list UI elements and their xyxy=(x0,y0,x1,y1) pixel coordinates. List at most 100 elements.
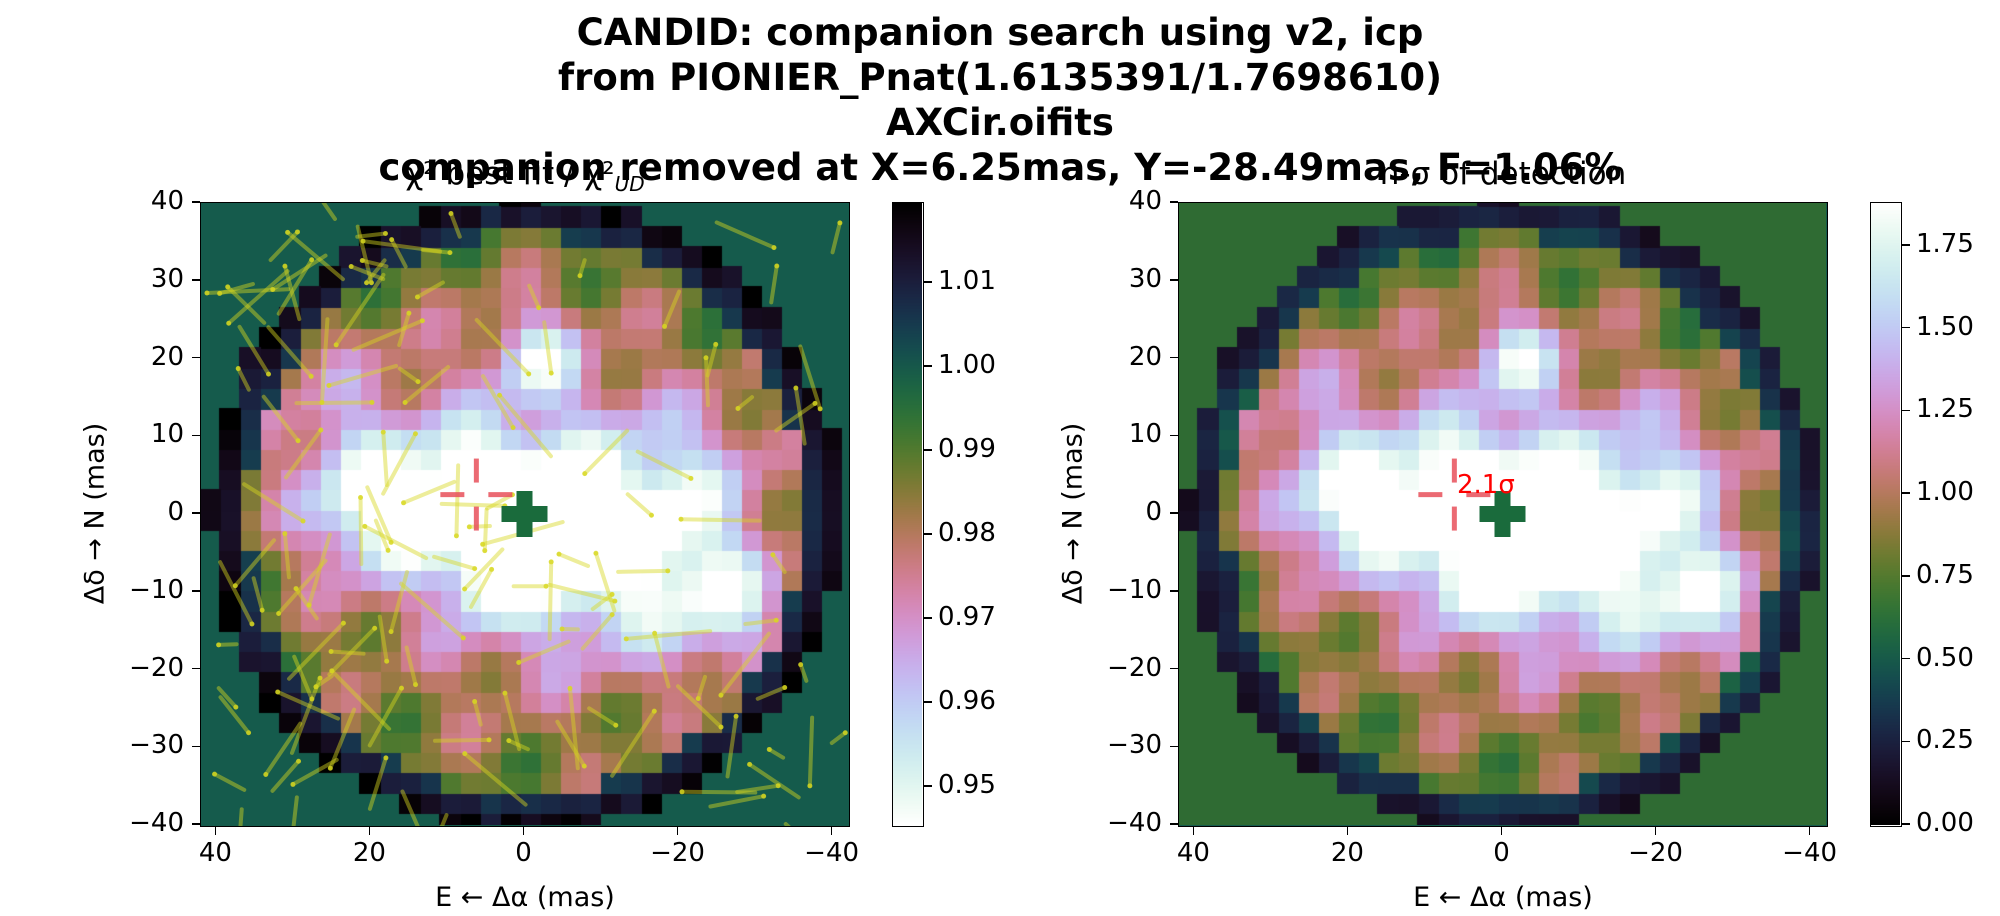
fit-track xyxy=(527,283,541,310)
fit-track xyxy=(377,614,389,664)
fit-endpoint xyxy=(472,566,478,572)
fit-track xyxy=(216,642,239,647)
fit-endpoint xyxy=(372,625,378,631)
colorbar-tick-label: 1.50 xyxy=(1916,311,1974,342)
fit-endpoint xyxy=(226,320,232,326)
fit-endpoint xyxy=(678,516,684,522)
fit-track xyxy=(624,629,713,641)
fit-endpoint xyxy=(460,635,466,641)
fit-track xyxy=(400,789,420,826)
star-marker xyxy=(1494,491,1511,537)
fit-track xyxy=(399,581,466,640)
fit-endpoint xyxy=(688,475,694,481)
fit-track xyxy=(313,674,334,689)
fit-endpoint xyxy=(733,713,739,719)
y-tick-mark xyxy=(1170,356,1178,359)
y-tick-mark xyxy=(192,434,200,436)
fit-endpoint xyxy=(259,607,265,613)
fit-track xyxy=(242,482,306,524)
fit-track xyxy=(448,211,462,239)
colorbar-tick-label: 0.96 xyxy=(938,686,996,717)
y-tick-mark xyxy=(1170,279,1178,281)
y-tick-label: −40 xyxy=(129,808,184,838)
fit-endpoint xyxy=(368,280,374,286)
y-tick-mark xyxy=(1170,434,1178,436)
fit-endpoint xyxy=(380,429,386,435)
fit-endpoint xyxy=(263,772,269,778)
fit-track xyxy=(770,552,787,574)
y-tick-mark xyxy=(1170,590,1178,592)
x-tick-label: −20 xyxy=(1628,838,1683,868)
fit-endpoint xyxy=(462,751,468,757)
y-tick-label: −20 xyxy=(1107,652,1162,683)
fit-endpoint xyxy=(270,286,276,292)
colorbar-tick-mark xyxy=(1902,575,1910,577)
fit-endpoint xyxy=(510,425,516,431)
fit-track xyxy=(735,783,781,794)
fit-track xyxy=(547,559,554,642)
fit-endpoint xyxy=(652,630,658,636)
fit-track xyxy=(367,686,404,748)
y-tick-label: −30 xyxy=(1107,730,1162,761)
fit-track xyxy=(236,366,251,392)
fit-track xyxy=(334,272,386,347)
fit-endpoint xyxy=(282,531,288,537)
fit-endpoint xyxy=(447,250,453,256)
fit-track xyxy=(774,401,817,433)
fit-track xyxy=(502,691,522,752)
fit-track xyxy=(472,699,483,727)
fit-endpoint xyxy=(383,755,389,761)
fit-endpoint xyxy=(489,566,495,572)
fit-endpoint xyxy=(369,399,375,405)
fit-track xyxy=(238,807,244,826)
fit-endpoint xyxy=(388,539,394,545)
fit-track xyxy=(276,558,328,616)
fit-track xyxy=(829,730,848,746)
fit-endpoint xyxy=(246,730,252,736)
left-ylabel: Δδ → N (mas) xyxy=(79,422,111,605)
fit-endpoint xyxy=(482,548,488,554)
fit-track xyxy=(735,395,755,411)
x-tick-mark xyxy=(1192,827,1195,835)
fit-track xyxy=(292,654,314,702)
fit-track xyxy=(233,538,277,588)
fit-track xyxy=(798,662,809,683)
fit-endpoint xyxy=(212,771,218,777)
fit-endpoint xyxy=(309,696,315,702)
fit-endpoint xyxy=(362,523,368,529)
right-colorbar xyxy=(1870,202,1902,827)
fit-track xyxy=(275,689,340,721)
fit-endpoint xyxy=(662,323,668,329)
fit-endpoint xyxy=(774,263,780,269)
fit-track xyxy=(282,264,302,322)
colorbar-tick-mark xyxy=(1902,740,1910,743)
fit-endpoint xyxy=(249,621,255,627)
fit-track xyxy=(798,344,823,411)
fit-endpoint xyxy=(318,427,324,433)
y-tick-mark xyxy=(1170,667,1178,670)
fit-endpoint xyxy=(567,685,573,691)
fit-endpoint xyxy=(217,290,223,296)
fit-endpoint xyxy=(328,649,334,655)
colorbar-tick-label: 0.50 xyxy=(1916,642,1974,673)
fit-endpoint xyxy=(536,305,542,311)
fit-track xyxy=(287,621,346,681)
fit-endpoint xyxy=(406,310,412,316)
colorbar-tick-mark xyxy=(1902,244,1910,246)
colorbar-tick-mark xyxy=(924,533,932,535)
colorbar-tick-label: 0.99 xyxy=(938,433,996,464)
fit-endpoint xyxy=(232,583,238,589)
chi2-heatmap-axes[interactable] xyxy=(200,202,850,827)
title-line-3: AXCir.oifits xyxy=(886,101,1114,144)
fit-endpoint xyxy=(340,620,346,626)
fit-track xyxy=(225,284,267,325)
fit-track xyxy=(289,676,323,755)
fit-track xyxy=(290,757,339,787)
fit-endpoint xyxy=(713,341,719,347)
colorbar-tick-label: 1.00 xyxy=(938,349,996,380)
x-tick-label: 0 xyxy=(515,838,532,868)
fit-endpoint xyxy=(285,229,291,235)
nsigma-heatmap-axes[interactable] xyxy=(1178,202,1828,827)
fit-track xyxy=(635,449,693,481)
fit-track xyxy=(793,386,807,446)
